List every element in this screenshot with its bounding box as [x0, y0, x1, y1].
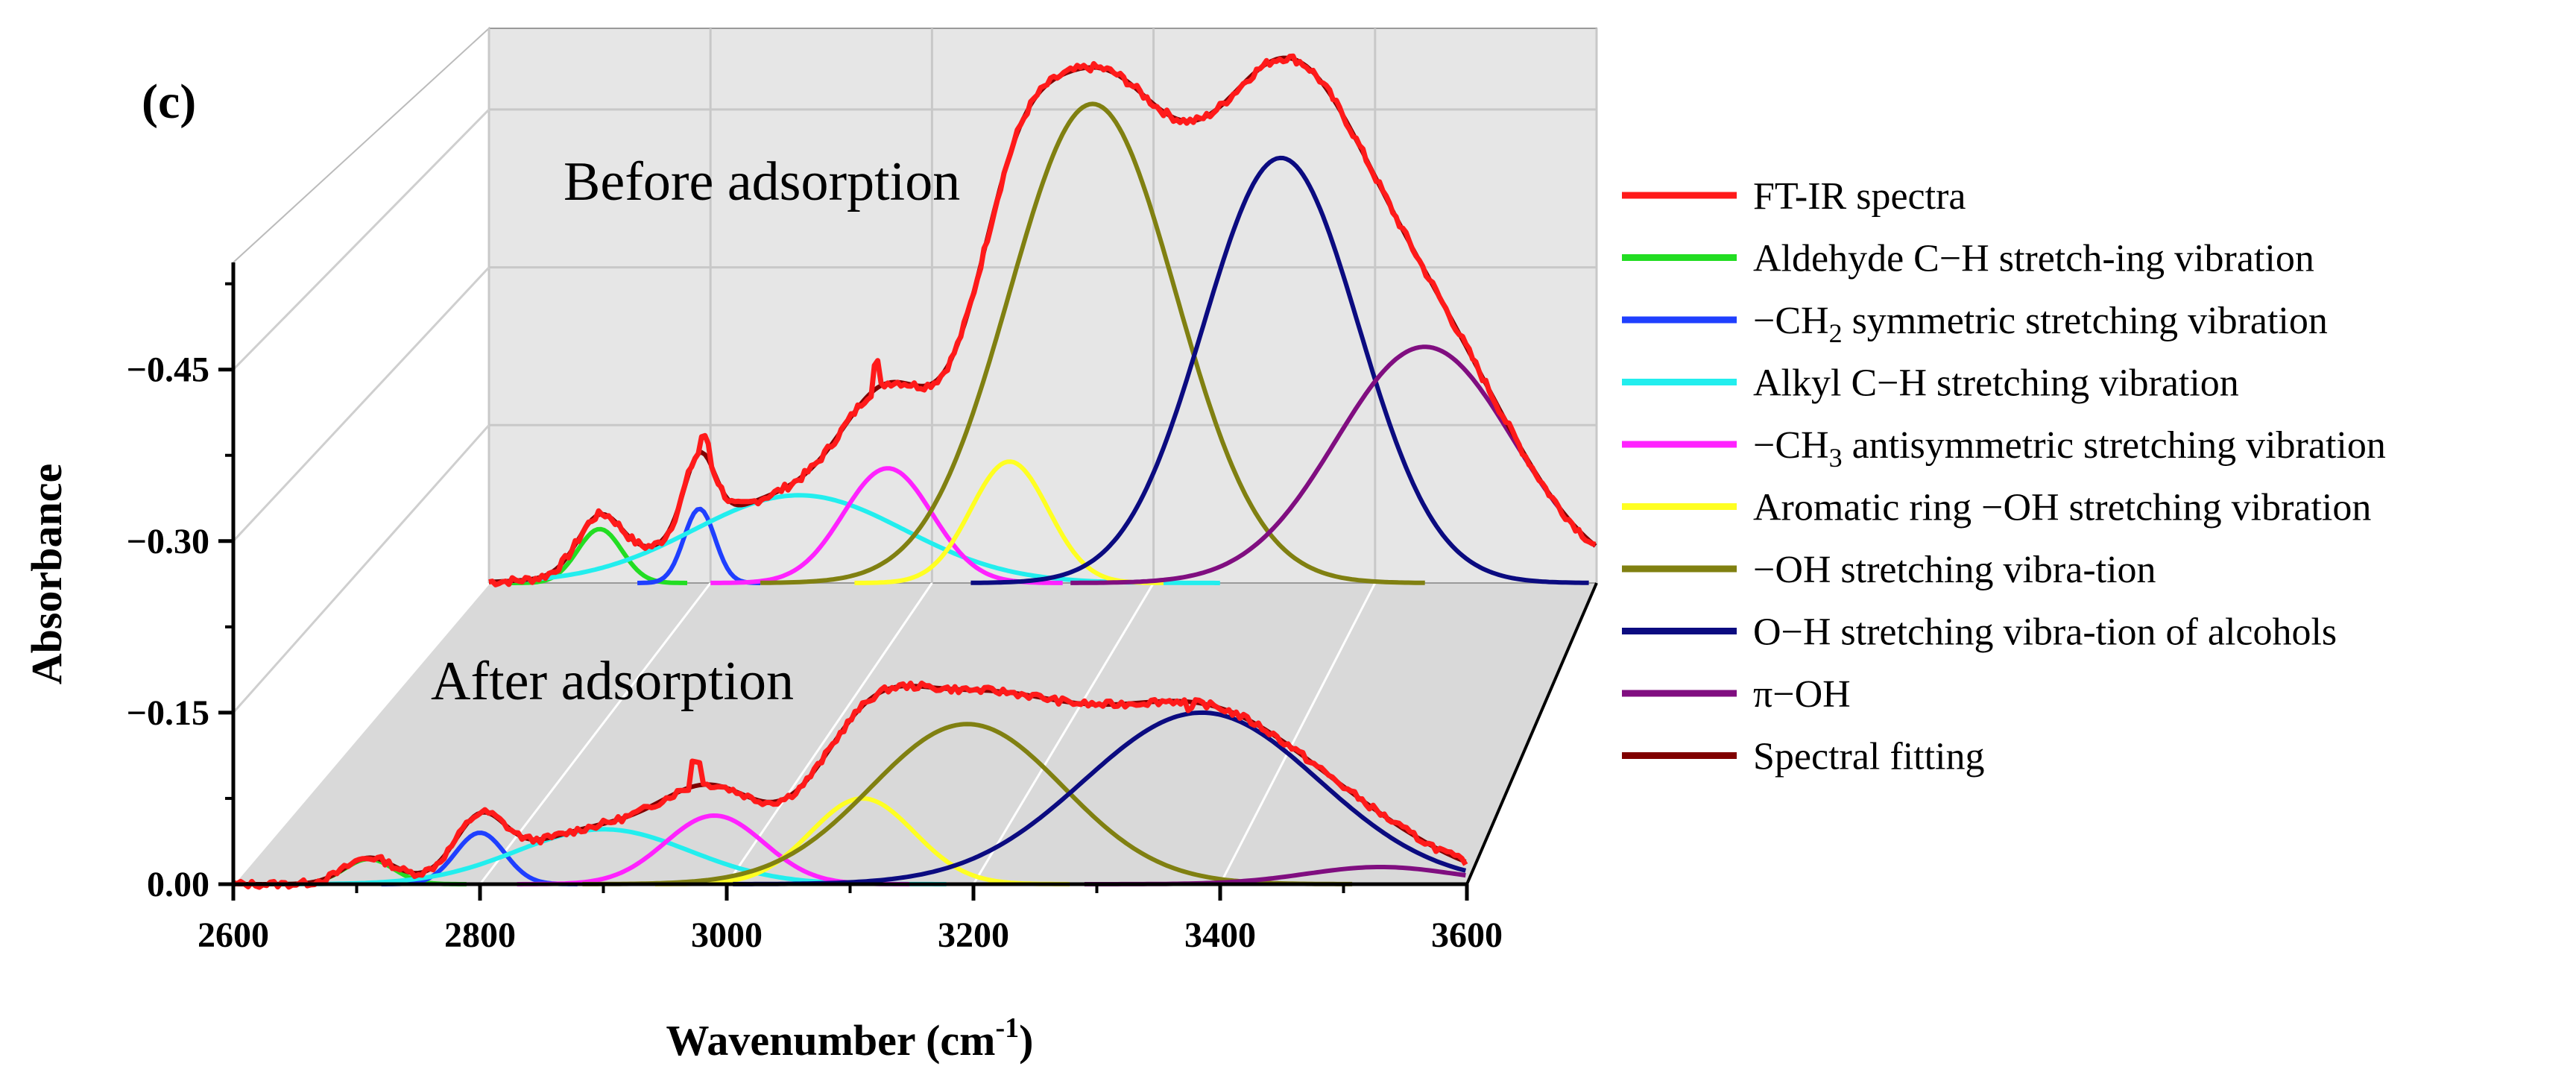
after-component-curve-6 — [733, 710, 1467, 886]
legend-label: −CH3 antisymmetric stretching vibration — [1753, 424, 2386, 473]
side-h-gridline — [232, 266, 490, 542]
side-h-gridline — [232, 424, 490, 713]
panel-label: (c) — [142, 75, 196, 129]
x-tick-label: 3200 — [938, 915, 1009, 955]
before-adsorption-curves — [488, 53, 1597, 587]
floor-gridline — [972, 582, 1155, 885]
before-component-curve-6 — [970, 155, 1589, 585]
floor-gridline — [725, 582, 933, 885]
legend-label: FT-IR spectra — [1753, 175, 1966, 218]
x-tick-label: 3400 — [1184, 915, 1256, 955]
before-ftir-spectrum-curve — [488, 53, 1597, 587]
x-tick-label: 2800 — [444, 915, 516, 955]
chart-walls — [231, 26, 1598, 886]
y-tick-label: −0.30 — [127, 522, 209, 561]
x-tick-label: 2600 — [198, 915, 269, 955]
floor-gridline — [1219, 582, 1377, 885]
chart-gridlines — [232, 28, 1598, 885]
y-tick-label: −0.45 — [127, 350, 209, 390]
x-tick-label: 3000 — [691, 915, 763, 955]
legend-label: Spectral fitting — [1753, 736, 1984, 778]
x-axis-title: Wavenumber (cm-1) — [666, 1012, 1034, 1065]
after-adsorption-curves — [233, 680, 1468, 890]
floor-gridline — [232, 582, 490, 885]
chart-axes: 2600 2800 3000 3200 3400 3600 0.00 −0.15 −0.30 −0… — [127, 262, 1598, 955]
side-h-gridline — [232, 108, 490, 371]
chart-labels: Wavenumber (cm-1) Absorbance (c) Before ads… — [22, 75, 1033, 1065]
legend-label: Aromatic ring −OH stretching vibration — [1753, 487, 2371, 529]
after-ftir-spectrum-curve — [233, 680, 1468, 890]
x-tick-label: 3600 — [1431, 915, 1503, 955]
y-tick-label: 0.00 — [147, 865, 209, 904]
legend-label: O−H stretching vibra-tion of alcohols — [1753, 611, 2337, 654]
legend-label: π−OH — [1753, 673, 1851, 716]
legend-label: −OH stretching vibra-tion — [1753, 549, 2156, 591]
before-component-curve-4 — [854, 459, 1164, 585]
before-component-curve-3 — [710, 466, 1063, 585]
y-tick-label: −0.15 — [127, 693, 209, 733]
after-component-curve-5 — [582, 722, 1353, 886]
before-component-curve-5 — [760, 101, 1425, 585]
before-component-curve-7 — [1070, 344, 1597, 585]
annotation-before: Before adsorption — [564, 151, 960, 212]
legend-label: −CH2 symmetric stretching vibration — [1753, 300, 2328, 348]
chart-legend: FT-IR spectra Aldehyde C−H stretch-ing vi… — [1622, 175, 2386, 778]
legend-label: Aldehyde C−H stretch-ing vibration — [1753, 238, 2314, 280]
y-axis-title: Absorbance — [22, 464, 71, 684]
legend-label: Alkyl C−H stretching vibration — [1753, 362, 2239, 405]
annotation-after: After adsorption — [431, 651, 794, 712]
right-depth-edge — [1465, 582, 1598, 885]
